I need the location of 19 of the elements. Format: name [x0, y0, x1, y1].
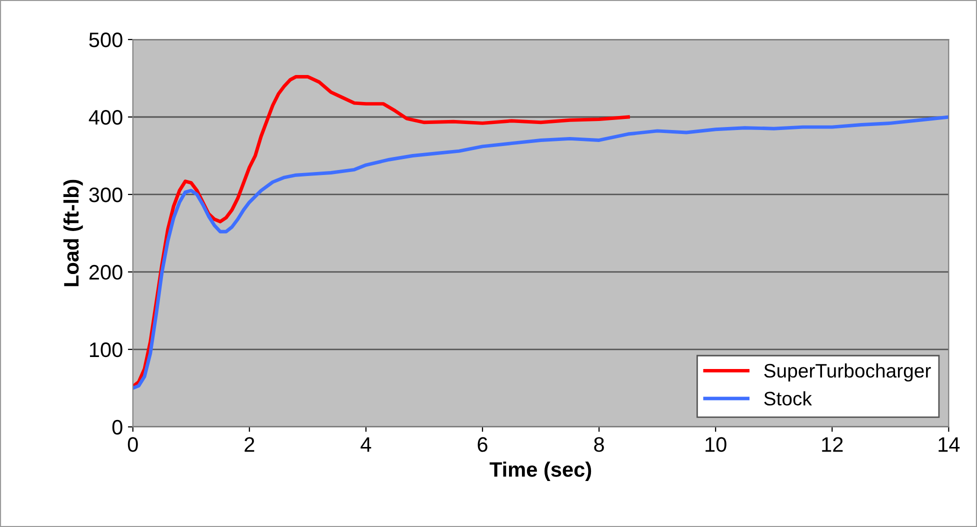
y-tick-label: 300 — [89, 187, 122, 202]
x-tick-label: 12 — [822, 437, 843, 452]
x-tick-label: 10 — [706, 437, 726, 452]
x-tick-label: 8 — [594, 437, 604, 452]
x-tick-label: 4 — [360, 437, 372, 452]
x-tick-label: 6 — [478, 437, 488, 452]
y-tick-label: 400 — [88, 110, 122, 125]
y-tick-label: 500 — [89, 32, 122, 48]
x-tick-label: 0 — [128, 437, 138, 452]
legend-label: SuperTurbocharger — [764, 363, 931, 382]
y-axis-title: Load (ft-lb) — [63, 180, 83, 286]
line-series — [132, 115, 949, 390]
y-tick-label: 200 — [89, 264, 122, 280]
y-tick-label: 0 — [112, 420, 122, 435]
x-tick-label: 14 — [938, 437, 960, 452]
legend-label: Stock — [764, 391, 812, 406]
y-tick-label: 100 — [90, 342, 122, 358]
x-axis-title: Time (sec) — [490, 462, 592, 481]
x-tick-label: 2 — [244, 437, 254, 452]
